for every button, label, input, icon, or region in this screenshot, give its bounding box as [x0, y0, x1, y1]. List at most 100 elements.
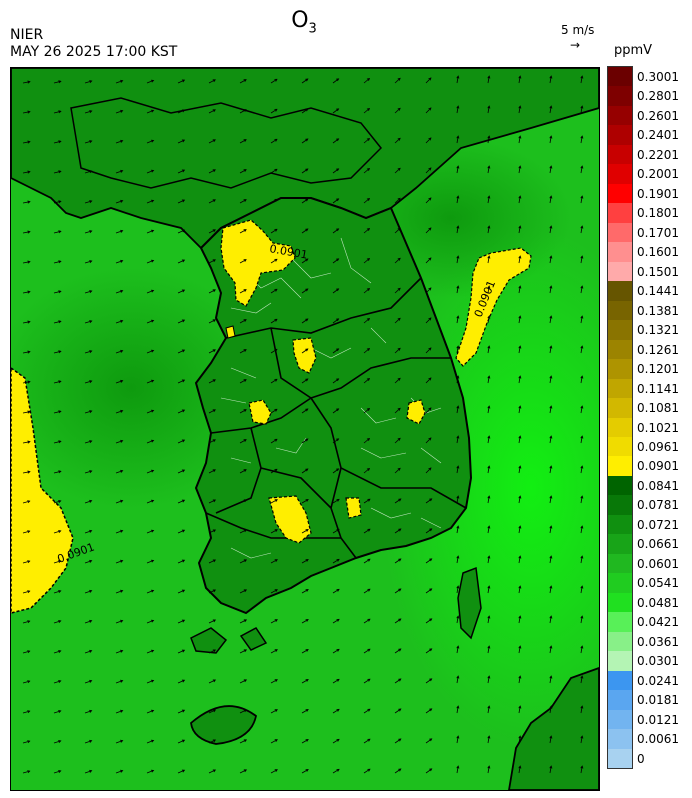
- wind-arrow: [394, 738, 402, 744]
- wind-arrowhead: [120, 679, 124, 683]
- wind-arrowhead: [274, 378, 278, 382]
- wind-arrow: [115, 680, 123, 684]
- wind-arrowhead: [518, 645, 522, 649]
- wind-arrowhead: [549, 765, 553, 769]
- wind-arrowhead: [150, 499, 155, 503]
- wind-arrowhead: [181, 259, 186, 263]
- wind-arrowhead: [549, 315, 553, 319]
- wind-arrowhead: [518, 75, 522, 79]
- wind-arrow: [208, 589, 216, 594]
- wind-arrowhead: [549, 735, 553, 739]
- wind-arrow: [53, 710, 61, 714]
- wind-arrowhead: [27, 500, 31, 504]
- wind-arrow: [146, 710, 154, 714]
- wind-arrowhead: [580, 315, 584, 319]
- wind-arrowhead: [243, 139, 247, 142]
- wind-arrow: [549, 736, 552, 744]
- wind-arrowhead: [518, 315, 522, 319]
- wind-arrowhead: [181, 709, 186, 713]
- wind-arrowhead: [150, 439, 155, 443]
- wind-arrow: [22, 560, 30, 564]
- wind-arrow: [53, 230, 61, 234]
- wind-arrow: [301, 769, 309, 774]
- wind-arrow: [549, 586, 552, 594]
- wind-arrow: [115, 170, 123, 174]
- wind-arrow: [84, 140, 92, 144]
- wind-arrowhead: [336, 708, 340, 712]
- wind-arrow: [518, 76, 521, 84]
- wind-arrow: [301, 739, 309, 744]
- wind-arrowhead: [429, 558, 433, 562]
- wind-arrow: [301, 589, 309, 594]
- wind-arrowhead: [456, 675, 460, 679]
- wind-arrowhead: [549, 555, 553, 559]
- wind-arrow: [580, 76, 583, 84]
- wind-arrow: [456, 256, 459, 264]
- wind-arrow: [394, 348, 401, 354]
- color-scale-swatch: [608, 553, 632, 574]
- wind-arrow: [22, 530, 30, 534]
- wind-arrowhead: [397, 287, 401, 291]
- wind-arrow: [425, 257, 432, 264]
- wind-arrow: [487, 106, 490, 114]
- wind-arrowhead: [27, 80, 31, 84]
- wind-arrowhead: [456, 645, 460, 649]
- wind-arrowhead: [120, 229, 124, 233]
- wind-arrow: [177, 739, 185, 744]
- wind-arrowhead: [487, 615, 491, 619]
- wind-arrowhead: [580, 765, 584, 769]
- high-ozone-south: [268, 495, 312, 544]
- wind-arrow: [549, 646, 552, 654]
- wind-arrowhead: [487, 735, 491, 739]
- wind-arrowhead: [456, 585, 460, 589]
- wind-arrow: [456, 106, 459, 114]
- color-scale-swatch: [608, 183, 632, 204]
- wind-arrowhead: [305, 468, 309, 472]
- wind-arrow: [363, 138, 370, 144]
- wind-arrowhead: [274, 348, 278, 352]
- wind-arrowhead: [89, 440, 93, 444]
- wind-arrowhead: [367, 768, 371, 772]
- wind-arrowhead: [580, 435, 584, 439]
- wind-arrowhead: [150, 709, 155, 713]
- wind-arrowhead: [27, 200, 31, 204]
- wind-arrow: [239, 289, 247, 294]
- wind-arrowhead: [58, 680, 62, 683]
- wind-arrowhead: [518, 225, 522, 229]
- wind-arrowhead: [58, 380, 62, 384]
- wind-arrowhead: [549, 75, 553, 79]
- wind-arrowhead: [336, 318, 340, 322]
- wind-arrow: [53, 680, 61, 684]
- wind-arrowhead: [429, 588, 433, 592]
- wind-arrowhead: [487, 195, 491, 199]
- wind-arrowhead: [336, 288, 340, 292]
- wind-arrowhead: [89, 589, 93, 593]
- wind-arrowhead: [274, 138, 278, 142]
- wind-arrowhead: [336, 78, 340, 82]
- wind-arrowhead: [549, 645, 553, 649]
- color-scale-label: 0.0241: [637, 673, 679, 688]
- color-scale-label: 0.0481: [637, 595, 679, 610]
- wind-arrow: [363, 258, 370, 264]
- wind-arrow: [580, 676, 583, 684]
- wind-arrowhead: [518, 765, 522, 769]
- wind-arrowhead: [397, 107, 401, 111]
- wind-arrow: [22, 441, 30, 444]
- wind-arrowhead: [58, 440, 62, 444]
- wind-arrowhead: [456, 225, 460, 229]
- wind-arrow: [239, 79, 247, 84]
- wind-arrowhead: [27, 470, 31, 474]
- wind-arrowhead: [549, 585, 553, 589]
- wind-arrow: [580, 646, 583, 654]
- wind-arrow: [270, 769, 278, 774]
- wind-arrowhead: [580, 495, 584, 499]
- wind-arrow: [208, 79, 216, 84]
- wind-arrow: [580, 316, 583, 324]
- wind-arrowhead: [150, 109, 155, 113]
- color-scale-swatch: [608, 261, 632, 282]
- wind-arrowhead: [27, 110, 31, 114]
- wind-arrowhead: [549, 435, 553, 439]
- wind-arrow: [425, 708, 432, 714]
- wind-arrow: [270, 198, 278, 204]
- wind-arrow: [301, 198, 309, 204]
